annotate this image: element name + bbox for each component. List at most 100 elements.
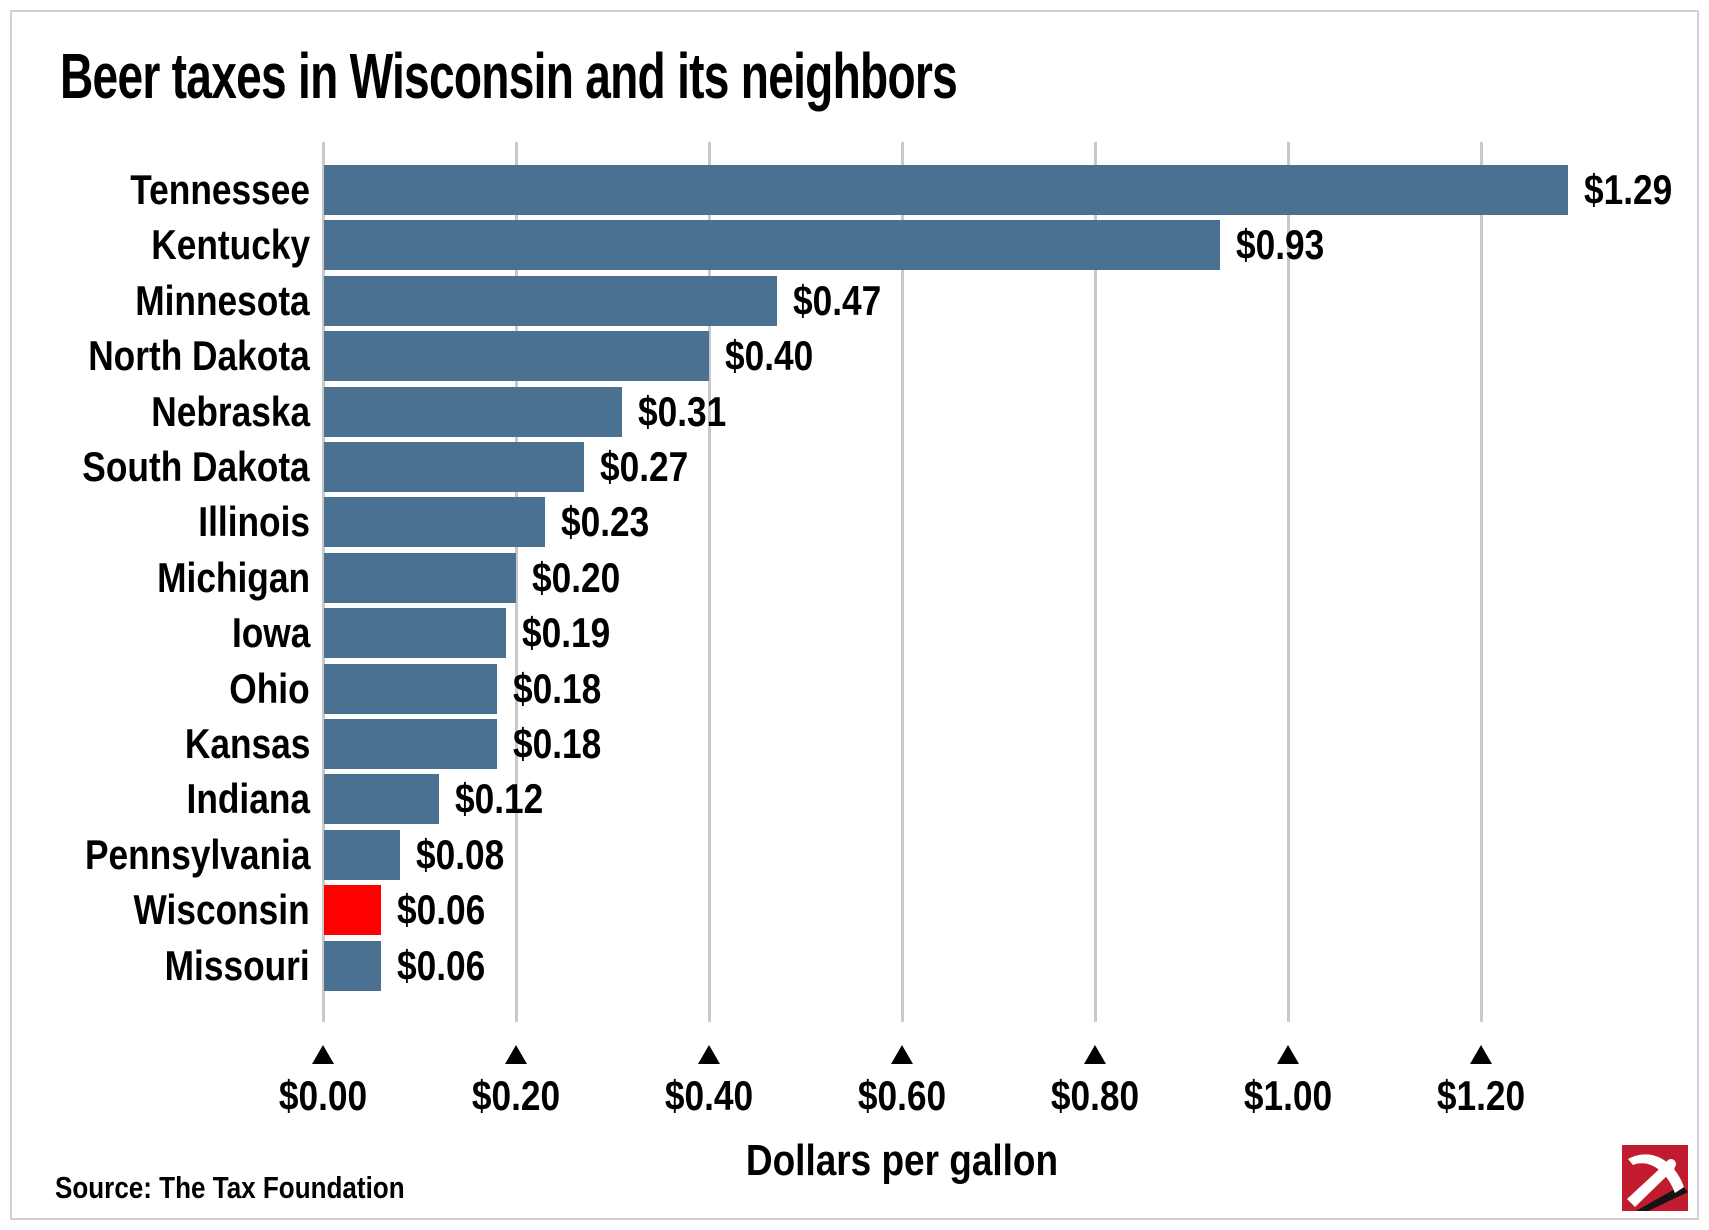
category-label: Michigan bbox=[0, 553, 310, 603]
value-label-text: $0.06 bbox=[396, 886, 486, 934]
x-tick-marker bbox=[505, 1045, 527, 1064]
gridline bbox=[1286, 142, 1290, 1022]
value-label-text: $0.18 bbox=[512, 664, 601, 712]
category-label-text: Missouri bbox=[164, 941, 310, 989]
value-label: $1.29 bbox=[1584, 165, 1689, 215]
x-tick-marker bbox=[312, 1045, 334, 1064]
x-tick-label-text: $1.00 bbox=[1243, 1072, 1333, 1119]
source-note: Source: The Tax Foundation bbox=[55, 1170, 471, 1206]
value-label-text: $0.06 bbox=[396, 941, 486, 989]
x-tick-marker bbox=[698, 1045, 720, 1064]
source-note-text: Source: The Tax Foundation bbox=[55, 1170, 405, 1205]
category-label-text: South Dakota bbox=[82, 443, 310, 490]
x-tick-label: $0.80 bbox=[1042, 1072, 1147, 1120]
x-tick-label-text: $0.60 bbox=[857, 1072, 947, 1119]
x-tick-label-text: $0.40 bbox=[664, 1072, 754, 1119]
category-label-text: Minnesota bbox=[135, 276, 310, 324]
value-label: $0.40 bbox=[725, 331, 830, 381]
pickaxe-logo-blade bbox=[1628, 1154, 1684, 1193]
category-label-text: Michigan bbox=[157, 553, 310, 601]
bar bbox=[324, 552, 516, 603]
category-label: Wisconsin bbox=[0, 885, 310, 935]
gridline bbox=[1479, 142, 1483, 1022]
category-label: Kentucky bbox=[0, 220, 310, 270]
value-label-text: $0.18 bbox=[512, 720, 601, 767]
category-label-text: Illinois bbox=[198, 498, 310, 546]
x-tick-label: $0.40 bbox=[656, 1072, 761, 1120]
value-label-text: $0.19 bbox=[522, 609, 611, 657]
category-label-text: Ohio bbox=[229, 664, 310, 712]
value-label: $0.08 bbox=[416, 830, 521, 880]
category-label: Minnesota bbox=[0, 276, 310, 326]
category-label-text: North Dakota bbox=[88, 332, 310, 380]
category-label-text: Kansas bbox=[184, 720, 310, 767]
value-label: $0.18 bbox=[513, 664, 618, 714]
category-label-text: Kentucky bbox=[151, 221, 310, 269]
x-tick-marker bbox=[1470, 1045, 1492, 1064]
x-tick-marker bbox=[1277, 1045, 1299, 1064]
gridline bbox=[707, 142, 711, 1022]
chart-title-text: Beer taxes in Wisconsin and its neighbor… bbox=[60, 40, 958, 112]
bar bbox=[324, 719, 497, 769]
gridline bbox=[514, 142, 518, 1022]
value-label: $0.18 bbox=[513, 719, 618, 769]
value-label: $0.06 bbox=[397, 941, 502, 991]
x-tick-label: $1.00 bbox=[1235, 1072, 1340, 1120]
category-label: Tennessee bbox=[0, 165, 310, 215]
category-label-text: Indiana bbox=[186, 775, 310, 823]
page-title: Beer taxes in Wisconsin and its neighbor… bbox=[60, 44, 1306, 108]
category-label: South Dakota bbox=[0, 442, 310, 492]
bar bbox=[324, 220, 1221, 271]
value-label-text: $0.08 bbox=[416, 830, 505, 878]
value-label-text: $0.23 bbox=[560, 498, 650, 546]
value-label-text: $1.29 bbox=[1583, 166, 1673, 213]
x-axis-title: Dollars per gallon bbox=[716, 1136, 1088, 1186]
value-label: $0.12 bbox=[455, 774, 560, 824]
category-label-text: Nebraska bbox=[151, 387, 310, 435]
value-label-text: $0.12 bbox=[454, 775, 544, 823]
bar bbox=[324, 829, 401, 880]
bar-highlighted bbox=[324, 885, 381, 936]
x-tick-label-text: $0.00 bbox=[278, 1072, 368, 1119]
bar bbox=[324, 165, 1568, 215]
x-tick-marker bbox=[1084, 1045, 1106, 1064]
x-axis-title-text: Dollars per gallon bbox=[745, 1136, 1059, 1185]
value-label: $0.06 bbox=[397, 885, 502, 935]
category-label: Kansas bbox=[0, 719, 310, 769]
category-label-text: Pennsylvania bbox=[84, 830, 310, 878]
bar bbox=[324, 275, 777, 326]
value-label: $0.23 bbox=[561, 497, 666, 547]
gridline bbox=[900, 142, 904, 1022]
x-tick-label-text: $0.80 bbox=[1050, 1072, 1140, 1119]
category-label: North Dakota bbox=[0, 331, 310, 381]
x-tick-label: $1.20 bbox=[1428, 1072, 1533, 1120]
category-label: Missouri bbox=[0, 941, 310, 991]
category-label: Pennsylvania bbox=[0, 830, 310, 880]
category-label-text: Tennessee bbox=[130, 166, 310, 213]
value-label: $0.20 bbox=[532, 553, 637, 603]
gridline bbox=[321, 142, 325, 1022]
value-label-text: $0.31 bbox=[638, 387, 727, 435]
bar bbox=[324, 442, 584, 492]
x-tick-marker bbox=[891, 1045, 913, 1064]
bar bbox=[324, 774, 439, 825]
bar bbox=[324, 331, 709, 382]
value-label-text: $0.20 bbox=[532, 553, 621, 601]
pickaxe-logo-knob bbox=[1666, 1159, 1676, 1169]
category-label-text: Iowa bbox=[231, 609, 310, 657]
category-label: Indiana bbox=[0, 774, 310, 824]
bar bbox=[324, 940, 381, 991]
x-tick-label-text: $1.20 bbox=[1436, 1072, 1526, 1119]
bar bbox=[324, 497, 545, 548]
value-label: $0.93 bbox=[1236, 220, 1341, 270]
bar bbox=[324, 663, 497, 714]
x-tick-label: $0.60 bbox=[849, 1072, 954, 1120]
category-label: Iowa bbox=[0, 608, 310, 658]
value-label: $0.27 bbox=[600, 442, 705, 492]
category-label: Illinois bbox=[0, 497, 310, 547]
value-label-text: $0.27 bbox=[599, 443, 688, 490]
value-label: $0.31 bbox=[638, 387, 743, 437]
value-label-text: $0.47 bbox=[792, 276, 881, 324]
x-tick-label: $0.20 bbox=[463, 1072, 568, 1120]
